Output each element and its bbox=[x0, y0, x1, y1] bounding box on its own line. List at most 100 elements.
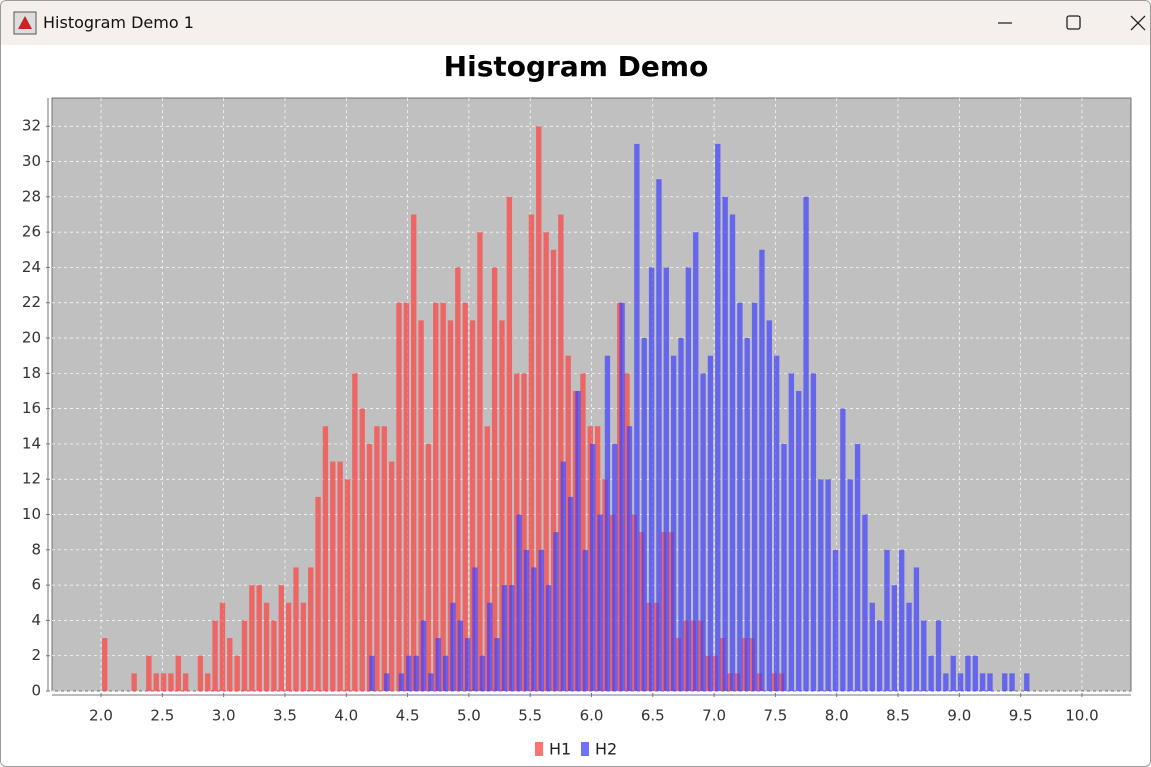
y-tick-label: 6 bbox=[31, 576, 41, 594]
close[interactable] bbox=[1130, 15, 1146, 31]
bar bbox=[227, 638, 233, 691]
bar bbox=[374, 426, 380, 691]
x-tick-label: 3.0 bbox=[212, 707, 236, 725]
bar bbox=[580, 373, 586, 691]
bar bbox=[435, 638, 441, 691]
bar bbox=[678, 338, 684, 691]
bar bbox=[285, 602, 292, 691]
bar bbox=[796, 390, 802, 691]
bar bbox=[337, 461, 343, 691]
bar bbox=[553, 532, 559, 691]
x-tick-label: 10.0 bbox=[1065, 707, 1098, 725]
bar bbox=[440, 302, 446, 691]
bar bbox=[479, 655, 486, 691]
bar bbox=[965, 655, 971, 691]
y-tick-label: 0 bbox=[31, 682, 41, 700]
bar bbox=[884, 549, 890, 691]
bar bbox=[950, 655, 956, 691]
bar bbox=[567, 496, 574, 691]
bar bbox=[670, 355, 677, 691]
bar bbox=[484, 426, 490, 691]
bar bbox=[418, 320, 424, 691]
bar bbox=[818, 479, 824, 691]
y-tick-label: 30 bbox=[22, 152, 41, 170]
bar bbox=[293, 567, 299, 691]
bar bbox=[384, 673, 390, 691]
x-tick-label: 3.5 bbox=[273, 707, 297, 725]
bar bbox=[847, 479, 853, 691]
bar bbox=[612, 443, 618, 691]
bar bbox=[330, 461, 336, 691]
bar bbox=[477, 232, 483, 691]
bar bbox=[558, 214, 564, 691]
bar bbox=[899, 549, 905, 691]
x-tick-label: 7.5 bbox=[763, 707, 787, 725]
bar bbox=[455, 267, 461, 691]
legend-swatch bbox=[535, 742, 543, 756]
bar bbox=[641, 338, 647, 691]
bar bbox=[531, 567, 537, 691]
bar bbox=[781, 443, 787, 691]
bar bbox=[521, 373, 527, 691]
bar bbox=[168, 673, 174, 691]
bar bbox=[854, 443, 861, 691]
bar bbox=[433, 302, 439, 691]
bar bbox=[707, 355, 714, 691]
bar bbox=[913, 567, 920, 691]
bar bbox=[263, 602, 270, 691]
bar bbox=[685, 267, 692, 691]
bar bbox=[891, 585, 898, 691]
bar bbox=[545, 585, 552, 691]
bar bbox=[536, 126, 542, 691]
bar bbox=[315, 496, 321, 691]
bar bbox=[464, 638, 471, 691]
x-tick-label: 5.5 bbox=[518, 707, 542, 725]
y-tick-label: 12 bbox=[22, 470, 41, 488]
legend-swatch bbox=[581, 742, 589, 756]
bar bbox=[832, 549, 839, 691]
app-icon bbox=[13, 11, 37, 35]
bar bbox=[543, 232, 549, 691]
bar bbox=[523, 549, 530, 691]
bar bbox=[648, 267, 655, 691]
bar bbox=[406, 655, 412, 691]
legend-label: H1 bbox=[549, 740, 571, 759]
bar bbox=[560, 461, 566, 691]
x-tick-label: 7.0 bbox=[702, 707, 726, 725]
bar bbox=[744, 338, 750, 691]
window-controls[interactable] bbox=[970, 1, 1150, 45]
chart-title: Histogram Demo bbox=[444, 50, 709, 83]
bar bbox=[597, 514, 603, 691]
bar bbox=[212, 620, 218, 691]
x-tick-label: 8.5 bbox=[886, 707, 910, 725]
bar bbox=[619, 302, 625, 691]
bar bbox=[634, 143, 640, 691]
maximize[interactable] bbox=[1066, 15, 1081, 30]
bar bbox=[153, 673, 159, 691]
bar bbox=[396, 302, 402, 691]
x-tick-label: 6.0 bbox=[580, 707, 604, 725]
y-tick-label: 2 bbox=[31, 646, 41, 664]
y-tick-label: 22 bbox=[22, 293, 41, 311]
bar bbox=[271, 620, 277, 691]
bar bbox=[499, 320, 505, 691]
y-tick-label: 32 bbox=[22, 117, 41, 135]
bar bbox=[935, 620, 942, 691]
bar bbox=[715, 143, 721, 691]
bar bbox=[700, 373, 706, 691]
bar bbox=[582, 549, 589, 691]
y-tick-label: 20 bbox=[22, 329, 41, 347]
bar bbox=[175, 655, 181, 691]
bar bbox=[322, 426, 329, 691]
bar bbox=[921, 620, 927, 691]
bar bbox=[626, 426, 633, 691]
bar bbox=[420, 620, 427, 691]
chart: Histogram Demo 0246810121416182022242628… bbox=[22, 50, 1132, 759]
x-tick-label: 6.5 bbox=[641, 707, 665, 725]
bar bbox=[943, 673, 949, 691]
x-tick-label: 5.0 bbox=[457, 707, 481, 725]
x-tick-label: 8.0 bbox=[825, 707, 849, 725]
window-title: Histogram Demo 1 bbox=[43, 13, 194, 32]
bar bbox=[388, 461, 395, 691]
bar bbox=[256, 585, 262, 691]
